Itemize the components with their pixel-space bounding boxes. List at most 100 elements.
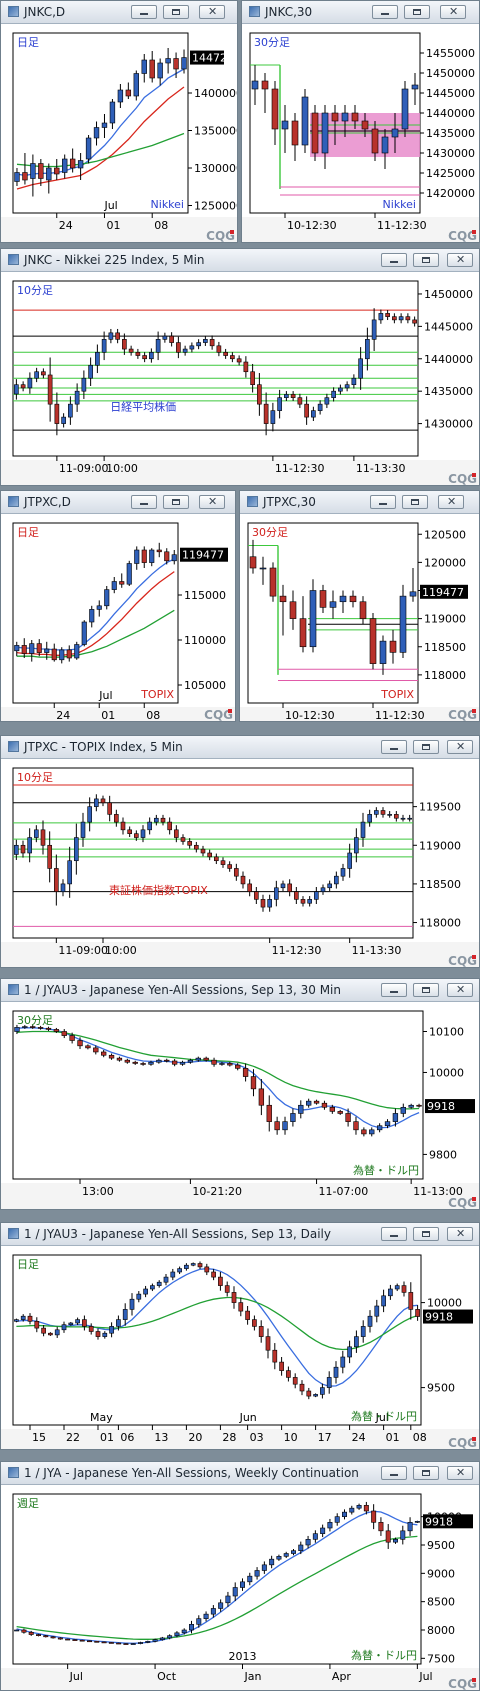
window-titlebar[interactable]: JTPXC,D: [1, 491, 235, 514]
candle-body: [327, 883, 332, 889]
close-button[interactable]: [447, 740, 473, 754]
window-titlebar[interactable]: 1 / JYAU3 - Japanese Yen-All Sessions, S…: [1, 1223, 479, 1246]
candle-body: [235, 1064, 241, 1069]
candle-body: [67, 860, 72, 885]
maximize-button[interactable]: [163, 5, 189, 19]
y-tick-label: 9500: [427, 1382, 455, 1395]
close-button[interactable]: [438, 495, 464, 509]
close-button[interactable]: [447, 1466, 473, 1480]
x-tick-label: 24: [352, 1431, 366, 1444]
minimize-button[interactable]: [370, 495, 396, 509]
maximize-button[interactable]: [402, 495, 428, 509]
close-button[interactable]: [447, 1227, 473, 1241]
maximize-button[interactable]: [413, 740, 439, 754]
close-button[interactable]: [199, 495, 225, 509]
candlestick-chart[interactable]: 1400000 1350000 1300000 1250000 1447258 24 01 0…: [1, 23, 237, 242]
maximize-button[interactable]: [404, 5, 430, 19]
maximize-button[interactable]: [413, 253, 439, 267]
candle-body: [102, 1332, 108, 1337]
window-titlebar[interactable]: JTPXC,30: [240, 491, 479, 514]
candle-body: [88, 364, 93, 379]
candlestick-chart[interactable]: 1450000 1445000 1440000 1435000 1430000 11-09…: [1, 271, 479, 485]
candle-body: [14, 172, 20, 182]
candle-body: [143, 1288, 148, 1295]
candle-body: [174, 829, 179, 838]
candlestick-chart[interactable]: 1455000 1450000 1445000 1440000 1435000 14300…: [242, 23, 479, 242]
candle-body: [108, 1054, 115, 1059]
x-tick-label: 11-13:00: [413, 1185, 463, 1198]
window-titlebar[interactable]: JNKC - Nikkei 225 Index, 5 Min: [1, 249, 479, 272]
x-tick-label: 03: [250, 1431, 264, 1444]
close-button[interactable]: [199, 5, 225, 19]
candle-body: [120, 821, 126, 831]
month-label: Jun: [239, 1411, 257, 1424]
candle-body: [124, 1059, 130, 1063]
window-titlebar[interactable]: JNKC,D: [1, 1, 237, 24]
x-tick-label: 11-12:30: [275, 462, 325, 475]
maximize-button[interactable]: [413, 1227, 439, 1241]
x-tick-label: 24: [59, 219, 73, 232]
window-titlebar[interactable]: JTPXC - TOPIX Index, 5 Min: [1, 736, 479, 759]
candle-body: [54, 868, 59, 892]
candle-body: [329, 601, 337, 608]
close-button[interactable]: [447, 983, 473, 997]
candle-body: [258, 1326, 264, 1337]
minimize-button[interactable]: [381, 983, 407, 997]
candle-body: [384, 1121, 391, 1127]
candle-body: [388, 1288, 393, 1297]
index-annotation: 日経平均株価: [110, 400, 176, 414]
maximize-button[interactable]: [163, 495, 189, 509]
candle-body: [111, 581, 117, 590]
minimize-button[interactable]: [131, 5, 157, 19]
candlestick-chart[interactable]: 119500 119000 118500 118000 11-09:00 10:00 11-…: [1, 758, 479, 967]
minimize-button[interactable]: [381, 1466, 407, 1480]
candlestick-chart[interactable]: 1205001200001195001190001185001180001194…: [240, 513, 479, 721]
source-label: Nikkei: [383, 198, 416, 211]
maximize-button[interactable]: [413, 983, 439, 997]
candle-body: [167, 1635, 173, 1639]
x-tick-label: 13:00: [82, 1185, 114, 1198]
candle-body: [181, 1629, 187, 1634]
minimize-button[interactable]: [381, 253, 407, 267]
moving-average-line: [16, 1510, 418, 1644]
candlestick-chart[interactable]: 10000 9500 9918 15 22 01 06 13 20 28 03 10 17 24 01 08 M…: [1, 1245, 479, 1450]
last-price-box: [420, 584, 468, 599]
candle-body: [347, 1346, 352, 1358]
minimize-button[interactable]: [372, 5, 398, 19]
candle-body: [94, 1641, 100, 1643]
candle-body: [247, 883, 252, 892]
window-titlebar[interactable]: JNKC,30: [242, 1, 479, 24]
cqg-logo-mark: [472, 709, 476, 713]
minimize-button[interactable]: [131, 495, 157, 509]
chart-svg: 1455000 1450000 1445000 1440000 1435000 14300…: [242, 32, 479, 242]
close-button[interactable]: [447, 253, 473, 267]
maximize-button[interactable]: [413, 1466, 439, 1480]
candle-body: [299, 1383, 305, 1392]
candle-body: [68, 1322, 74, 1326]
minimize-button[interactable]: [381, 1227, 407, 1241]
y-tick-label: 1425000: [426, 167, 475, 180]
window-titlebar[interactable]: 1 / JYA - Japanese Yen-All Sessions, Wee…: [1, 1462, 479, 1485]
candle-body: [249, 556, 257, 569]
candle-body: [297, 397, 303, 405]
cqg-logo-mark: [472, 1678, 476, 1682]
close-button[interactable]: [440, 5, 466, 19]
candle-body: [354, 837, 359, 854]
candle-body: [407, 1522, 413, 1532]
candle-body: [289, 601, 297, 619]
window-titlebar[interactable]: 1 / JYAU3 - Japanese Yen-All Sessions, S…: [1, 979, 479, 1002]
minimize-button[interactable]: [381, 740, 407, 754]
cqg-logo: CQG: [448, 1436, 477, 1450]
candle-body: [21, 1629, 27, 1633]
candlestick-chart[interactable]: 115000 110000 105000 119477 24 01 08 Jul 日足 TOPIX…: [1, 513, 235, 721]
moving-average-line: [16, 558, 175, 651]
candle-body: [196, 1618, 202, 1625]
candlestick-chart[interactable]: 10000950090008500800075009918JulOctJanAp…: [1, 1484, 479, 1690]
candlestick-chart[interactable]: 10100 10000 9800 9918 13:00 10-21:20 11-07:00 1…: [1, 1001, 479, 1209]
chart-window-jnkc-30min: JNKC,30 1455000 1450000 1445000 1440000 1435…: [241, 0, 480, 243]
candle-body: [46, 167, 52, 181]
y-tick-label: 1435000: [424, 385, 473, 398]
candle-body: [156, 549, 162, 553]
chart-window-jtpxc-30min: JTPXC,30 1205001200001195001190001185001…: [239, 490, 480, 722]
source-label: 為替・ドル円: [351, 1648, 417, 1662]
